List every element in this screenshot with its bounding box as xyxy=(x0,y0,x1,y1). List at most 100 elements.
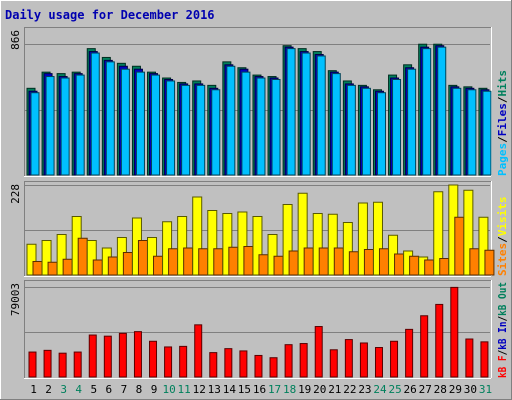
bar-visits-day-18 xyxy=(282,204,293,276)
bar-visits-day-20 xyxy=(312,213,323,276)
bar-visits-day-19 xyxy=(297,192,308,276)
legend-hits: Hits xyxy=(496,70,509,97)
bar-pages-day-10 xyxy=(166,80,176,176)
bar-kb-f-day-29 xyxy=(450,286,459,378)
panel-hits-max-label: 866 xyxy=(9,30,22,50)
panel-hits-legend: Pages/Files/Hits xyxy=(496,70,509,176)
bar-sites-day-11 xyxy=(183,247,194,276)
legend-separator: / xyxy=(496,316,509,322)
bar-pages-day-18 xyxy=(286,48,296,176)
bar-kb-f-day-19 xyxy=(299,343,308,378)
panel-kbytes-max-label: 79003 xyxy=(9,283,22,316)
bar-sites-day-17 xyxy=(273,255,284,276)
bar-sites-day-22 xyxy=(348,251,359,276)
bar-visits-day-3 xyxy=(56,234,67,276)
bar-pages-day-26 xyxy=(407,68,417,176)
bar-pages-day-30 xyxy=(467,89,477,176)
day-label-18: 18 xyxy=(283,383,296,396)
bar-kb-f-day-20 xyxy=(314,326,323,378)
bar-kb-f-day-17 xyxy=(269,357,278,378)
bar-sites-day-30 xyxy=(469,248,480,276)
day-label-4: 4 xyxy=(75,383,82,396)
bar-kb-f-day-8 xyxy=(133,331,142,378)
bar-sites-day-24 xyxy=(378,248,389,276)
day-label-16: 16 xyxy=(253,383,266,396)
bar-pages-day-13 xyxy=(211,89,221,176)
bar-pages-day-25 xyxy=(392,78,402,176)
bar-kb-f-day-10 xyxy=(164,346,173,378)
bar-kb-f-day-6 xyxy=(103,335,112,378)
bar-kb-f-day-24 xyxy=(374,347,383,378)
bar-sites-day-10 xyxy=(168,248,179,276)
day-label-11: 11 xyxy=(178,383,191,396)
bar-pages-day-17 xyxy=(271,78,281,176)
bar-visits-day-5 xyxy=(86,240,97,276)
bar-kb-f-day-5 xyxy=(88,334,97,378)
legend-separator: / xyxy=(496,236,509,243)
bar-pages-day-14 xyxy=(226,65,236,176)
bar-visits-day-2 xyxy=(41,240,52,276)
bar-pages-day-21 xyxy=(331,73,341,176)
bar-pages-day-22 xyxy=(346,84,356,176)
bar-sites-day-7 xyxy=(122,252,133,276)
bar-visits-day-23 xyxy=(357,202,368,276)
day-label-10: 10 xyxy=(162,383,175,396)
bar-sites-day-1 xyxy=(32,261,43,276)
day-label-26: 26 xyxy=(404,383,417,396)
bar-pages-day-23 xyxy=(361,87,371,176)
bar-pages-day-29 xyxy=(452,87,462,176)
legend-kb-f: kB F xyxy=(496,355,509,378)
bar-pages-day-16 xyxy=(256,77,266,176)
bar-pages-day-19 xyxy=(301,52,311,176)
bar-pages-day-27 xyxy=(422,48,432,176)
bar-pages-day-9 xyxy=(151,74,161,176)
bar-visits-day-24 xyxy=(372,201,383,276)
day-label-25: 25 xyxy=(388,383,401,396)
bar-pages-day-8 xyxy=(135,71,145,176)
day-label-14: 14 xyxy=(223,383,237,396)
bar-sites-day-23 xyxy=(363,249,374,276)
bar-sites-day-19 xyxy=(303,247,314,276)
bar-sites-day-25 xyxy=(394,253,405,276)
panel-visits-legend: Sites/Visits xyxy=(496,197,509,277)
bar-kb-f-day-14 xyxy=(224,348,233,378)
bar-visits-day-30 xyxy=(463,189,474,276)
day-label-29: 29 xyxy=(449,383,462,396)
bar-pages-day-4 xyxy=(75,74,85,176)
bar-sites-day-13 xyxy=(213,248,224,276)
bar-sites-day-9 xyxy=(153,255,164,276)
day-label-27: 27 xyxy=(419,383,432,396)
bar-kb-f-day-27 xyxy=(420,315,429,378)
day-label-9: 9 xyxy=(151,383,158,396)
day-label-12: 12 xyxy=(193,383,206,396)
bar-pages-day-11 xyxy=(181,84,191,176)
bar-kb-f-day-21 xyxy=(329,349,338,378)
bar-visits-day-21 xyxy=(327,213,338,276)
day-label-30: 30 xyxy=(464,383,477,396)
legend-sites: Sites xyxy=(496,243,509,276)
legend-files: Files xyxy=(496,103,509,136)
bar-sites-day-16 xyxy=(258,254,269,276)
day-label-22: 22 xyxy=(343,383,356,396)
legend-kb-in: kB In xyxy=(496,322,509,350)
bar-kb-f-day-11 xyxy=(179,345,188,378)
bar-visits-day-14 xyxy=(222,213,233,276)
bar-kb-f-day-16 xyxy=(254,354,263,378)
bar-kb-f-day-4 xyxy=(73,351,82,378)
day-label-20: 20 xyxy=(313,383,326,396)
day-label-13: 13 xyxy=(208,383,221,396)
bar-sites-day-8 xyxy=(137,240,148,276)
bar-pages-day-31 xyxy=(482,90,492,176)
bar-pages-day-6 xyxy=(105,61,115,176)
bar-pages-day-5 xyxy=(90,52,100,176)
bar-kb-f-day-25 xyxy=(390,340,399,378)
day-label-17: 17 xyxy=(268,383,281,396)
bar-kb-f-day-9 xyxy=(149,340,158,378)
bar-kb-f-day-30 xyxy=(465,338,474,378)
day-label-3: 3 xyxy=(60,383,67,396)
bar-sites-day-21 xyxy=(333,247,344,276)
bar-kb-f-day-2 xyxy=(43,349,52,378)
bar-sites-day-18 xyxy=(288,250,299,276)
bar-kb-f-day-23 xyxy=(359,342,368,378)
